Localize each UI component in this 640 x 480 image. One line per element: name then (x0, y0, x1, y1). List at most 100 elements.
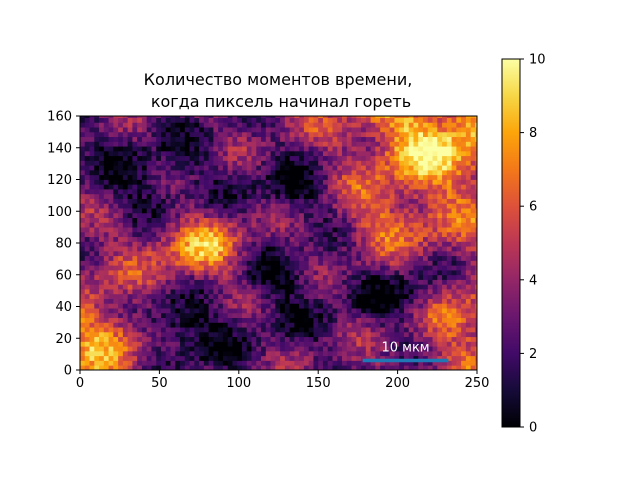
heatmap-cell (384, 331, 391, 338)
heatmap-cell (89, 174, 95, 180)
heatmap-cell (151, 308, 157, 314)
heatmap-cell (427, 312, 433, 319)
heatmap-cell (241, 193, 248, 199)
heatmap-cell (408, 289, 414, 295)
heatmap-cell (146, 117, 152, 123)
heatmap-cell (403, 203, 410, 209)
heatmap-cell (84, 160, 90, 166)
heatmap-cell (332, 146, 338, 152)
heatmap-cell (346, 279, 352, 285)
heatmap-cell (156, 136, 162, 142)
heatmap-cell (403, 141, 410, 147)
heatmap-cell (246, 327, 252, 333)
heatmap-cell (151, 279, 157, 285)
heatmap-cell (289, 279, 295, 285)
heatmap-cell (199, 241, 205, 247)
heatmap-cell (361, 184, 367, 190)
heatmap-cell (361, 212, 367, 218)
heatmap-cell (184, 279, 190, 285)
heatmap-cell (308, 274, 314, 280)
heatmap-cell (470, 131, 476, 138)
heatmap-cell (475, 341, 477, 347)
heatmap-cell (389, 341, 395, 347)
heatmap-cell (213, 255, 219, 261)
heatmap-cell (213, 227, 219, 233)
heatmap-cell (165, 165, 171, 171)
heatmap-cell (413, 136, 419, 142)
heatmap-cell (156, 298, 162, 304)
heatmap-cell (403, 312, 410, 319)
heatmap-cell (394, 122, 400, 128)
heatmap-cell (437, 146, 443, 152)
heatmap-cell (251, 217, 257, 223)
heatmap-cell (303, 269, 310, 276)
heatmap-cell (261, 222, 267, 228)
heatmap-cell (332, 298, 338, 304)
heatmap-cell (199, 184, 205, 190)
heatmap-cell (170, 231, 176, 238)
heatmap-cell (227, 246, 233, 252)
heatmap-cell (156, 346, 162, 352)
heatmap-cell (322, 265, 329, 271)
heatmap-cell (108, 246, 114, 252)
heatmap-cell (89, 117, 95, 123)
heatmap-cell (442, 260, 448, 266)
heatmap-cell (351, 146, 357, 152)
heatmap-cell (103, 122, 109, 128)
heatmap-cell (103, 236, 109, 242)
heatmap-cell (113, 298, 119, 304)
heatmap-cell (413, 165, 419, 171)
heatmap-cell (132, 298, 138, 304)
heatmap-cell (218, 227, 224, 233)
heatmap-cell (151, 312, 157, 319)
heatmap-cell (132, 322, 138, 328)
heatmap-cell (275, 355, 281, 361)
heatmap-cell (118, 331, 124, 338)
heatmap-cell (208, 308, 214, 314)
heatmap-cell (156, 322, 162, 328)
heatmap-cell (218, 208, 224, 214)
heatmap-cell (380, 341, 386, 347)
heatmap-cell (141, 317, 148, 323)
heatmap-cell (227, 236, 233, 242)
heatmap-cell (346, 350, 352, 357)
heatmap-cell (303, 289, 310, 295)
heatmap-cell (399, 260, 405, 266)
heatmap-cell (203, 350, 210, 357)
heatmap-cell (208, 312, 214, 319)
heatmap-cell (289, 160, 295, 166)
heatmap-cell (251, 293, 257, 299)
heatmap-cell (108, 127, 114, 133)
heatmap-cell (332, 203, 338, 209)
heatmap-cell (156, 146, 162, 152)
heatmap-cell (84, 227, 90, 233)
heatmap-cell (332, 198, 338, 204)
heatmap-cell (322, 203, 329, 209)
heatmap-cell (284, 231, 291, 238)
heatmap-cell (299, 227, 305, 233)
heatmap-cell (437, 165, 443, 171)
heatmap-cell (365, 136, 371, 142)
heatmap-cell (165, 189, 171, 195)
heatmap-cell (165, 308, 171, 314)
heatmap-cell (99, 293, 105, 299)
heatmap-cell (189, 350, 195, 357)
heatmap-cell (84, 331, 90, 338)
heatmap-cell (370, 122, 376, 128)
heatmap-cell (261, 298, 267, 304)
heatmap-cell (165, 260, 171, 266)
heatmap-cell (384, 241, 391, 247)
heatmap-cell (203, 116, 210, 118)
heatmap-cell (313, 241, 319, 247)
heatmap-cell (284, 174, 291, 180)
heatmap-cell (408, 179, 414, 185)
heatmap-cell (194, 265, 200, 271)
heatmap-cell (113, 341, 119, 347)
heatmap-cell (399, 117, 405, 123)
heatmap-cell (165, 303, 171, 309)
heatmap-cell (213, 193, 219, 199)
heatmap-cell (322, 312, 329, 319)
heatmap-cell (232, 193, 238, 199)
heatmap-cell (156, 303, 162, 309)
heatmap-cell (118, 208, 124, 214)
